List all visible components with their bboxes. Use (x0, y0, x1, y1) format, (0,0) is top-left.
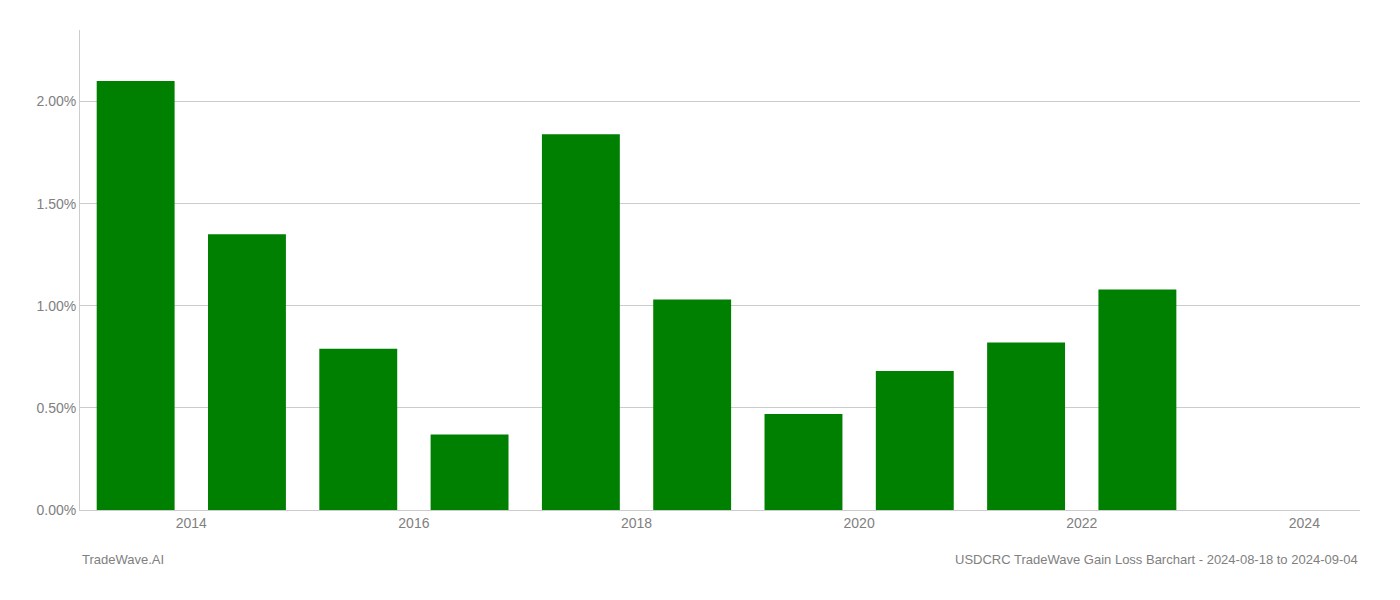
svg-text:2020: 2020 (844, 515, 875, 531)
svg-text:0.50%: 0.50% (36, 400, 76, 416)
svg-text:USDCRC TradeWave Gain Loss Bar: USDCRC TradeWave Gain Loss Barchart - 20… (955, 552, 1358, 567)
svg-text:2024: 2024 (1289, 515, 1320, 531)
svg-text:1.50%: 1.50% (36, 196, 76, 212)
svg-text:0.00%: 0.00% (36, 502, 76, 518)
svg-text:TradeWave.AI: TradeWave.AI (82, 552, 164, 567)
svg-text:2018: 2018 (621, 515, 652, 531)
svg-text:2014: 2014 (176, 515, 207, 531)
svg-text:2016: 2016 (398, 515, 429, 531)
svg-text:1.00%: 1.00% (36, 298, 76, 314)
svg-text:2.00%: 2.00% (36, 93, 76, 109)
svg-text:2022: 2022 (1066, 515, 1097, 531)
